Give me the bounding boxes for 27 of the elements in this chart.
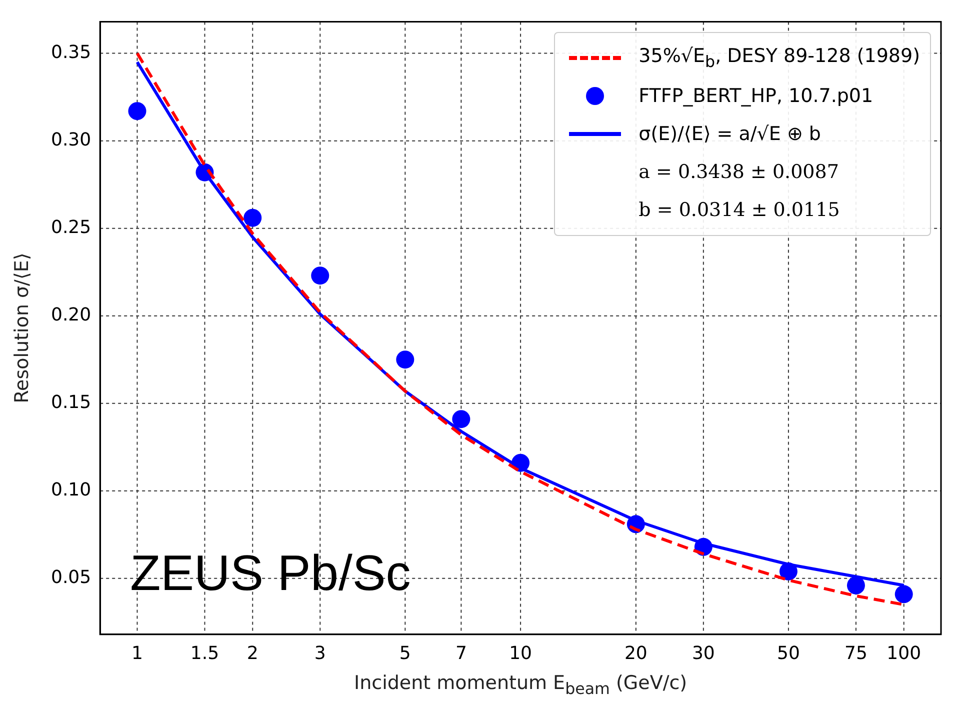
x-tick-label: 7 — [455, 642, 467, 664]
legend-label: FTFP_BERT_HP, 10.7.p01 — [638, 84, 874, 107]
annotation: ZEUS Pb/Sc — [130, 544, 411, 602]
x-tick-label: 30 — [692, 642, 715, 664]
y-tick-label: 0.15 — [51, 392, 92, 414]
x-axis-title: Incident momentum E$_{beam}$ (GeV/c) — [352, 672, 688, 698]
x-tick-label: 10 — [509, 642, 532, 664]
legend-label: 35%√E$_{b}$, DESY 89-128 (1989) — [638, 44, 920, 71]
y-tick-label: 0.10 — [51, 480, 92, 501]
x-tick-label: 1 — [132, 642, 143, 664]
legend-label: σ(E)/⟨E⟩ = a/√E ⊕ b — [638, 122, 821, 145]
x-tick-label: 75 — [844, 642, 868, 664]
x-tick-label: 3 — [314, 642, 326, 664]
x-tick-label: 5 — [399, 642, 411, 664]
y-tick-label: 0.05 — [51, 567, 92, 588]
x-tick-label: 100 — [886, 642, 922, 664]
y-tick-label: 0.25 — [51, 217, 92, 238]
x-tick-label: 20 — [624, 642, 648, 664]
y-tick-label: 0.30 — [51, 129, 92, 150]
x-tick-label: 1.5 — [190, 642, 220, 664]
x-tick-label: 50 — [777, 642, 800, 664]
x-tick-label: 2 — [246, 642, 258, 664]
annotation: b = 0.0314 ± 0.0115 — [638, 198, 841, 223]
y-tick-label: 0.35 — [51, 42, 92, 63]
y-axis-title: Resolution σ/⟨E⟩ — [11, 252, 33, 404]
y-tick-label: 0.20 — [51, 304, 92, 326]
annotation: a = 0.3438 ± 0.0087 — [638, 160, 840, 185]
